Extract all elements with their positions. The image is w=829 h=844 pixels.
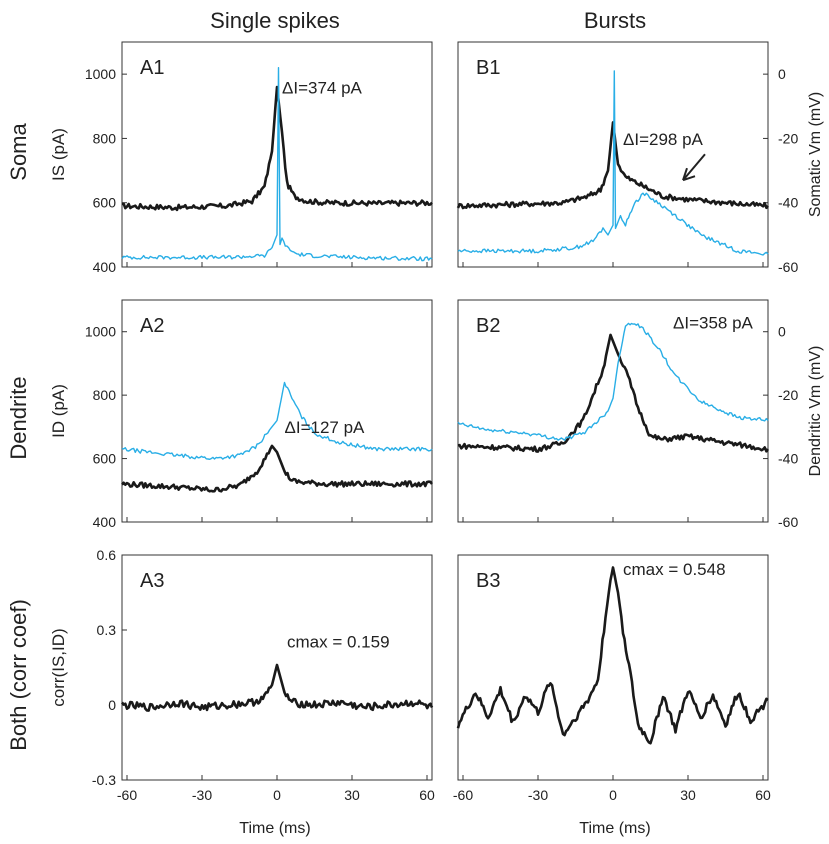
current-trace xyxy=(121,444,434,493)
x-tick-label: 60 xyxy=(419,787,435,803)
y2-tick-label: -40 xyxy=(778,195,798,211)
annotation: ΔI=358 pA xyxy=(673,314,754,333)
panel-a2: 400 600 800 1000 ID (pA) A2 ΔI=127 pA xyxy=(49,299,434,530)
xlabel-right: Time (ms) xyxy=(579,820,650,837)
y-tick-label: 1000 xyxy=(85,66,116,82)
y2-tick-label: -60 xyxy=(778,259,798,275)
y2-tick-label: -60 xyxy=(778,514,798,530)
y-tick-label: 0.3 xyxy=(97,622,117,638)
x-tick-label: 0 xyxy=(609,787,617,803)
panel-a3: -0.3 0 0.3 0.6 -60 -30 0 30 60 corr(IS,ID) A3 cmax … xyxy=(49,547,435,803)
y2-tick-label: 0 xyxy=(778,66,786,82)
y-tick-label: 600 xyxy=(93,451,117,467)
y-axis-label: ID (pA) xyxy=(49,384,68,438)
row-title-soma: Soma xyxy=(6,123,31,181)
annotation: cmax = 0.159 xyxy=(287,633,390,652)
x-tick-label: -30 xyxy=(528,787,548,803)
voltage-trace xyxy=(121,381,433,460)
x-tick-label: 60 xyxy=(755,787,771,803)
y2-tick-label: -40 xyxy=(778,451,798,467)
annotation: cmax = 0.548 xyxy=(623,560,726,579)
panel-label: A1 xyxy=(140,57,164,79)
x-tick-label: 30 xyxy=(344,787,360,803)
y-tick-label: 400 xyxy=(93,514,117,530)
y2-axis-label: Somatic Vm (mV) xyxy=(807,92,824,217)
column-title-bursts: Bursts xyxy=(584,8,646,33)
plot-frame xyxy=(457,554,769,781)
x-tick-label: 0 xyxy=(273,787,281,803)
annotation: ΔI=374 pA xyxy=(282,78,363,97)
x-tick-label: -60 xyxy=(453,787,473,803)
annotation: ΔI=298 pA xyxy=(623,130,704,149)
panel-b2: -60 -40 -20 0 Dendritic Vm (mV) B2 ΔI=358 pA xyxy=(457,299,824,530)
y-tick-label: 1000 xyxy=(85,324,116,340)
arrow-annotation xyxy=(682,153,706,182)
panel-b1: -60 -40 -20 0 Somatic Vm (mV) B1 ΔI=298 pA xyxy=(456,41,824,275)
row-title-dendrite: Dendrite xyxy=(6,376,31,459)
x-tick-label: -60 xyxy=(117,787,137,803)
column-title-single-spikes: Single spikes xyxy=(210,8,340,33)
y2-tick-label: -20 xyxy=(778,130,798,146)
y2-tick-label: -20 xyxy=(778,387,798,403)
voltage-trace xyxy=(457,70,769,256)
y2-tick-label: 0 xyxy=(778,324,786,340)
panel-b3: -60 -30 0 30 60 B3 cmax = 0.548 xyxy=(453,554,771,803)
panel-label: B3 xyxy=(476,570,500,592)
current-trace xyxy=(456,566,769,745)
panel-label: B2 xyxy=(476,315,500,337)
panel-label: B1 xyxy=(476,57,500,79)
xlabel-left: Time (ms) xyxy=(239,820,310,837)
current-trace xyxy=(457,333,770,453)
y-tick-label: -0.3 xyxy=(92,772,116,788)
row-title-both: Both (corr coef) xyxy=(6,599,31,751)
current-trace xyxy=(120,663,434,712)
x-tick-label: 30 xyxy=(680,787,696,803)
x-tick-label: -30 xyxy=(192,787,212,803)
y-axis-label: corr(IS,ID) xyxy=(49,628,68,706)
y-axis-label: IS (pA) xyxy=(49,128,68,181)
y-tick-label: 0 xyxy=(108,697,116,713)
current-trace xyxy=(121,85,433,212)
voltage-trace xyxy=(457,322,769,441)
y2-axis-label: Dendritic Vm (mV) xyxy=(807,346,824,477)
y-tick-label: 400 xyxy=(93,259,117,275)
y-tick-label: 600 xyxy=(93,195,117,211)
voltage-trace xyxy=(121,66,433,262)
panel-label: A2 xyxy=(140,315,164,337)
annotation: ΔI=127 pA xyxy=(285,418,366,437)
panel-a1: 400 600 800 1000 IS (pA) A1 ΔI=374 pA xyxy=(49,41,433,275)
y-tick-label: 0.6 xyxy=(97,547,117,563)
y-tick-label: 800 xyxy=(93,387,117,403)
y-tick-label: 800 xyxy=(93,130,117,146)
panel-label: A3 xyxy=(140,570,164,592)
